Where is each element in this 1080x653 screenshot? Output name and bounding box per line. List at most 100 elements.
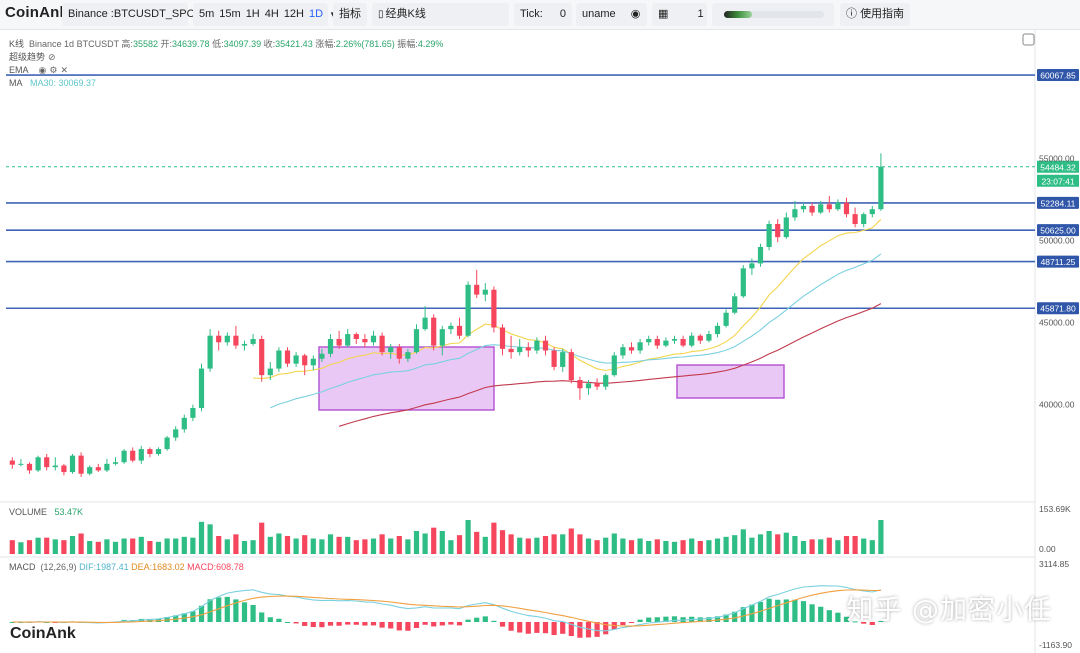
candle-body xyxy=(456,325,463,336)
volume-bar xyxy=(560,534,566,554)
macd-histogram-bar xyxy=(800,601,807,622)
chart-type-button[interactable]: ▯ 经典K线 xyxy=(372,3,509,26)
candle-body xyxy=(542,340,549,351)
indicator-tick-label: 153.69K xyxy=(1039,504,1071,514)
app-logo[interactable]: CoinAnk xyxy=(5,4,69,21)
candle-body xyxy=(551,350,557,367)
volume-bar xyxy=(474,531,480,554)
price-chart[interactable]: 60067.85 52284.11 50625.00 48711.25 45871.80… xyxy=(0,30,1080,653)
eye-icon[interactable]: ◉ xyxy=(38,65,47,75)
tick-control[interactable]: Tick: 0 xyxy=(514,3,572,26)
candle-body xyxy=(293,355,299,364)
volume-bar xyxy=(319,539,325,554)
volume-bar xyxy=(250,540,256,554)
close-value: 35421.43 xyxy=(275,39,313,49)
volume-bar xyxy=(52,539,58,554)
layout-count: 1 xyxy=(697,8,704,20)
eye-icon[interactable]: ◉ xyxy=(630,8,641,20)
chart-type-label: 经典K线 xyxy=(385,8,426,20)
price-level-label: 52284.11 xyxy=(1041,198,1076,208)
user-button[interactable]: uname ◉ xyxy=(576,3,647,26)
layout-button[interactable]: ▦ 1 xyxy=(652,3,707,26)
volume-bar xyxy=(689,538,695,554)
change-label: 涨幅: xyxy=(315,39,336,49)
candle-body xyxy=(491,289,497,328)
indicators-button[interactable]: 指标 xyxy=(333,3,367,26)
kline-legend: K线 Binance 1d BTCUSDT 高:35582 开:34639.78… xyxy=(9,39,443,50)
guide-button[interactable]: ⓘ 使用指南 xyxy=(840,3,910,26)
candle-body xyxy=(783,217,789,238)
watermark: 知乎 @加密小任 xyxy=(846,595,1052,626)
candle-body xyxy=(319,353,325,359)
volume-bar xyxy=(740,529,746,554)
timeframe-1h[interactable]: 1H xyxy=(245,8,260,20)
settings-icon[interactable]: ⚙ xyxy=(49,65,58,75)
close-icon[interactable]: ✕ xyxy=(60,65,68,75)
candle-body xyxy=(439,329,445,346)
macd-histogram-bar xyxy=(431,622,437,627)
macd-histogram-bar xyxy=(388,622,394,629)
macd-histogram-bar xyxy=(216,597,222,622)
candle-body xyxy=(594,383,600,387)
candle-body xyxy=(740,268,746,297)
volume-bar xyxy=(697,541,703,554)
macd-histogram-bar xyxy=(792,599,798,622)
volume-bar xyxy=(173,538,179,554)
volume-bar xyxy=(603,537,609,554)
volume-bar xyxy=(370,538,377,554)
kline-label: K线 xyxy=(9,39,25,49)
volume-bar xyxy=(775,534,781,554)
volume-bar xyxy=(78,533,84,554)
volume-bar xyxy=(259,522,265,554)
eye-off-icon[interactable]: ⊘ xyxy=(48,52,56,62)
macd-histogram-bar xyxy=(207,599,213,622)
macd-histogram-bar xyxy=(233,599,239,622)
symbol-selector[interactable]: Binance :BTCUSDT_SPOT xyxy=(62,3,202,26)
volume-bar xyxy=(422,533,428,554)
dea-value: DEA:1683.02 xyxy=(131,562,185,572)
timeframe-1d[interactable]: 1D xyxy=(309,8,324,20)
macd-histogram-bar xyxy=(405,622,411,631)
ma-mid-line xyxy=(270,253,882,409)
ma-label: MA xyxy=(9,78,23,88)
candle-body xyxy=(130,450,136,461)
macd-histogram-bar xyxy=(293,622,299,624)
screenshot-icon[interactable] xyxy=(1022,33,1035,46)
macd-histogram-bar xyxy=(465,619,471,622)
candle-body xyxy=(302,355,308,366)
timeframe-4h[interactable]: 4H xyxy=(264,8,279,20)
candle-body xyxy=(766,224,772,247)
volume-label: VOLUME xyxy=(9,507,48,517)
price-level-tag: 45871.80 xyxy=(1037,302,1079,315)
volume-bar xyxy=(95,541,101,554)
volume-bar xyxy=(852,536,858,554)
volume-bar xyxy=(336,536,342,554)
price-level-tag: 52284.11 xyxy=(1037,196,1079,209)
volume-bar xyxy=(818,539,824,554)
volume-bar xyxy=(551,534,557,554)
volume-bar xyxy=(121,538,127,554)
volume-bar xyxy=(207,524,213,554)
price-level-tag-bg xyxy=(1037,255,1079,268)
macd-histogram-bar xyxy=(362,622,368,626)
macd-histogram-bar xyxy=(353,622,359,625)
volume-bar xyxy=(388,538,394,554)
candle-body xyxy=(663,340,669,346)
macd-histogram-bar xyxy=(302,622,308,626)
candle-body xyxy=(250,339,256,344)
timeframe-5m[interactable]: 5m xyxy=(199,8,215,20)
supertrend-label: 超级趋势 xyxy=(9,52,46,62)
slider-track[interactable] xyxy=(724,11,824,18)
last-price-label: 54484.32 xyxy=(1040,162,1076,172)
macd-histogram-bar xyxy=(826,610,832,622)
opacity-slider[interactable] xyxy=(712,3,834,26)
macd-histogram-bar xyxy=(654,617,660,622)
macd-histogram-bar xyxy=(835,612,841,622)
timeframe-15m[interactable]: 15m xyxy=(219,8,241,20)
guide-label: 使用指南 xyxy=(860,8,905,20)
timeframe-12h[interactable]: 12H xyxy=(283,8,304,20)
macd-histogram-bar xyxy=(439,622,445,626)
candle-body xyxy=(138,449,144,461)
candle-body xyxy=(104,463,110,471)
volume-bar xyxy=(654,539,660,554)
